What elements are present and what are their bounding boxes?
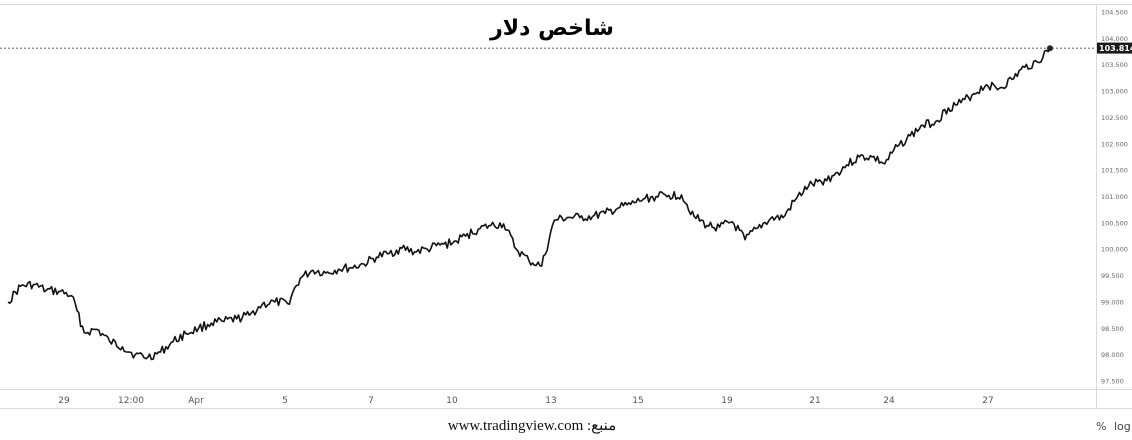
x-tick-label: 12:00 (118, 396, 144, 406)
y-tick-label: 104.000 (1101, 35, 1128, 43)
price-series-line (7, 47, 1051, 361)
chart-title: شاخص دلار (489, 16, 614, 41)
x-tick-label: Apr (188, 396, 204, 406)
x-tick-label: 7 (368, 396, 374, 406)
last-price-label: 103.814 (1099, 44, 1132, 53)
y-tick-label: 98.000 (1101, 351, 1124, 359)
x-tick-label: 19 (721, 396, 733, 406)
time-axis: 29 12:00 Apr 5 7 10 13 15 19 21 24 27 (58, 396, 993, 406)
x-tick-label: 5 (282, 396, 288, 406)
percent-scale-toggle[interactable]: % (1096, 420, 1106, 433)
y-tick-label: 99.000 (1101, 298, 1124, 306)
y-tick-label: 104.500 (1101, 8, 1128, 16)
y-tick-label: 103.500 (1101, 61, 1128, 69)
y-tick-label: 100.500 (1101, 219, 1128, 227)
x-tick-label: 13 (545, 396, 556, 406)
y-tick-label: 98.500 (1101, 325, 1124, 333)
x-tick-label: 21 (809, 396, 820, 406)
x-tick-label: 10 (446, 396, 458, 406)
log-scale-toggle[interactable]: log (1114, 420, 1131, 433)
last-price-tag (1097, 42, 1132, 54)
x-tick-label: 29 (58, 396, 70, 406)
y-tick-label: 102.500 (1101, 114, 1128, 122)
y-tick-label: 99.500 (1101, 272, 1124, 280)
y-tick-label: 100.000 (1101, 246, 1128, 254)
x-tick-label: 27 (982, 396, 993, 406)
x-tick-label: 24 (883, 396, 895, 406)
source-label: www.tradingview.com :منبع (448, 418, 617, 434)
y-tick-label: 101.000 (1101, 193, 1128, 201)
y-tick-label: 102.000 (1101, 140, 1128, 148)
price-axis: 104.500 104.000 103.500 103.000 102.500 102.0… (1101, 8, 1128, 385)
y-tick-label: 101.500 (1101, 167, 1128, 175)
y-tick-label: 103.000 (1101, 88, 1128, 96)
y-tick-label: 97.500 (1101, 378, 1124, 386)
x-tick-label: 15 (632, 396, 643, 406)
